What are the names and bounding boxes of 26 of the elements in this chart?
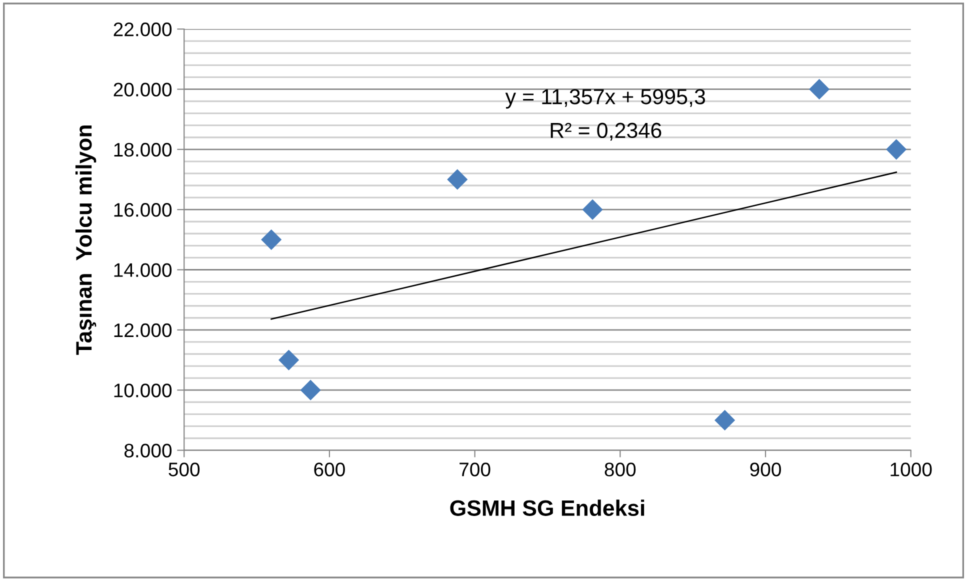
y-tick-label: 14.000 xyxy=(114,263,172,277)
point xyxy=(714,410,736,430)
y-tick-label: 10.000 xyxy=(114,384,172,398)
point xyxy=(447,169,468,190)
x-tick-label: 700 xyxy=(460,462,490,476)
point xyxy=(278,350,300,370)
x-tick-label: 500 xyxy=(168,462,200,476)
x-tick-label: 1000 xyxy=(890,462,932,476)
x-tick-label: 600 xyxy=(314,462,345,476)
y-tick-label: 16.000 xyxy=(114,203,172,217)
annotation: y = 11,357x + 5995,3 xyxy=(505,89,706,109)
y-tick-label: 22.000 xyxy=(114,22,172,36)
point xyxy=(808,78,830,100)
point xyxy=(886,139,907,160)
y-tick-label: 18.000 xyxy=(114,142,172,157)
x-tick-label: 800 xyxy=(604,462,636,476)
y-tick-label: 8.000 xyxy=(124,444,172,458)
y-tick-label: 12.000 xyxy=(114,323,172,338)
point xyxy=(300,380,321,400)
y-tick-label: 20.000 xyxy=(114,82,172,96)
x-tick-label: 900 xyxy=(750,462,781,476)
point xyxy=(582,199,603,220)
point xyxy=(261,229,282,250)
y-axis-title: Taşınan Yolcu milyon xyxy=(75,126,96,355)
annotation: R² = 0,2346 xyxy=(550,122,662,141)
x-axis-title: GSMH SG Endeksi xyxy=(450,500,644,516)
